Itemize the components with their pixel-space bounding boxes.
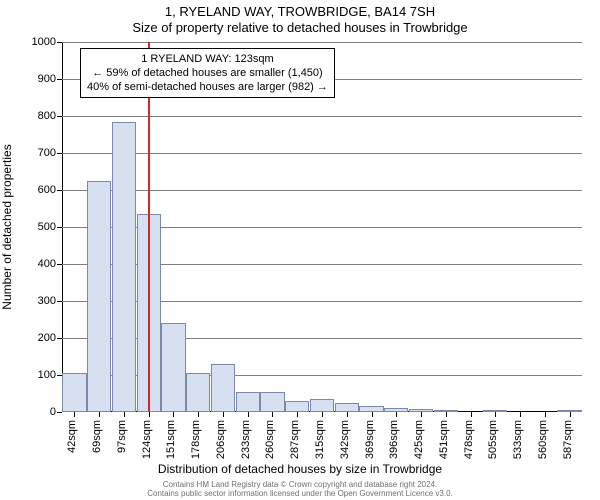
histogram-bar [236, 392, 260, 412]
xtick-mark [198, 412, 199, 417]
title-line-1: 1, RYELAND WAY, TROWBRIDGE, BA14 7SH [0, 4, 600, 20]
xtick-label: 342sqm [339, 420, 351, 470]
xtick-mark [297, 412, 298, 417]
xtick-mark [173, 412, 174, 417]
ytick-label: 900 [6, 73, 56, 85]
ytick-label: 100 [6, 369, 56, 381]
histogram-bar [285, 401, 309, 412]
xtick-mark [322, 412, 323, 417]
ytick-label: 300 [6, 295, 56, 307]
annotation-line-3: 40% of semi-detached houses are larger (… [87, 80, 328, 94]
gridline-h [62, 153, 582, 154]
xtick-label: 287sqm [289, 420, 301, 470]
plot-area: 1 RYELAND WAY: 123sqm ← 59% of detached … [62, 42, 582, 412]
xtick-mark [396, 412, 397, 417]
xtick-label: 233sqm [240, 420, 252, 470]
histogram-bar [186, 373, 210, 412]
xtick-mark [74, 412, 75, 417]
xtick-mark [149, 412, 150, 417]
xtick-label: 206sqm [215, 420, 227, 470]
xtick-label: 560sqm [537, 420, 549, 470]
xtick-mark [124, 412, 125, 417]
ytick-mark [57, 42, 62, 43]
ytick-mark [57, 153, 62, 154]
xtick-mark [520, 412, 521, 417]
xtick-mark [495, 412, 496, 417]
chart-root: 1, RYELAND WAY, TROWBRIDGE, BA14 7SH Siz… [0, 0, 600, 500]
ytick-mark [57, 227, 62, 228]
ytick-mark [57, 338, 62, 339]
xtick-mark [446, 412, 447, 417]
ytick-label: 700 [6, 147, 56, 159]
gridline-h [62, 42, 582, 43]
ytick-mark [57, 190, 62, 191]
ytick-mark [57, 264, 62, 265]
ytick-mark [57, 301, 62, 302]
ytick-label: 200 [6, 332, 56, 344]
xtick-label: 478sqm [463, 420, 475, 470]
xtick-label: 396sqm [388, 420, 400, 470]
xtick-label: 124sqm [141, 420, 153, 470]
ytick-label: 1000 [6, 36, 56, 48]
xtick-label: 178sqm [190, 420, 202, 470]
histogram-bar [310, 399, 334, 412]
annotation-box: 1 RYELAND WAY: 123sqm ← 59% of detached … [80, 48, 335, 98]
ytick-label: 500 [6, 221, 56, 233]
histogram-bar [112, 122, 136, 412]
title-block: 1, RYELAND WAY, TROWBRIDGE, BA14 7SH Siz… [0, 4, 600, 36]
footer: Contains HM Land Registry data © Crown c… [0, 480, 600, 498]
xtick-mark [545, 412, 546, 417]
histogram-bar [260, 392, 284, 412]
xtick-label: 42sqm [66, 420, 78, 470]
histogram-bar [161, 323, 185, 412]
xtick-mark [248, 412, 249, 417]
xtick-mark [99, 412, 100, 417]
annotation-line-1: 1 RYELAND WAY: 123sqm [87, 52, 328, 66]
ytick-label: 600 [6, 184, 56, 196]
ytick-mark [57, 412, 62, 413]
ytick-mark [57, 79, 62, 80]
xtick-mark [570, 412, 571, 417]
xtick-mark [471, 412, 472, 417]
ytick-label: 400 [6, 258, 56, 270]
xtick-label: 97sqm [116, 420, 128, 470]
xtick-mark [421, 412, 422, 417]
histogram-bar [335, 403, 359, 412]
gridline-h [62, 190, 582, 191]
ytick-label: 800 [6, 110, 56, 122]
histogram-bar [62, 373, 86, 412]
xtick-label: 69sqm [91, 420, 103, 470]
gridline-h [62, 116, 582, 117]
footer-line-1: Contains HM Land Registry data © Crown c… [0, 480, 600, 489]
title-line-2: Size of property relative to detached ho… [0, 20, 600, 36]
ytick-mark [57, 116, 62, 117]
annotation-line-2: ← 59% of detached houses are smaller (1,… [87, 66, 328, 80]
histogram-bar [211, 364, 235, 412]
xtick-mark [223, 412, 224, 417]
histogram-bar [87, 181, 111, 412]
xtick-mark [372, 412, 373, 417]
xtick-label: 425sqm [413, 420, 425, 470]
xtick-label: 151sqm [165, 420, 177, 470]
xtick-mark [347, 412, 348, 417]
xtick-label: 315sqm [314, 420, 326, 470]
ytick-label: 0 [6, 406, 56, 418]
xtick-mark [272, 412, 273, 417]
xtick-label: 533sqm [512, 420, 524, 470]
footer-line-2: Contains public sector information licen… [0, 489, 600, 498]
xtick-label: 369sqm [364, 420, 376, 470]
xtick-label: 505sqm [487, 420, 499, 470]
xtick-label: 587sqm [562, 420, 574, 470]
xtick-label: 260sqm [264, 420, 276, 470]
xtick-label: 451sqm [438, 420, 450, 470]
